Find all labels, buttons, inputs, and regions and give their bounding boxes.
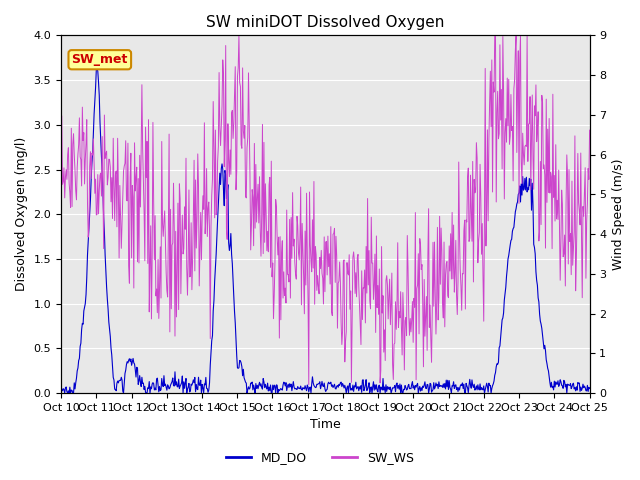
Y-axis label: Wind Speed (m/s): Wind Speed (m/s) xyxy=(612,158,625,270)
X-axis label: Time: Time xyxy=(310,419,340,432)
Legend: MD_DO, SW_WS: MD_DO, SW_WS xyxy=(221,446,419,469)
Text: SW_met: SW_met xyxy=(72,53,128,66)
Title: SW miniDOT Dissolved Oxygen: SW miniDOT Dissolved Oxygen xyxy=(206,15,445,30)
Y-axis label: Dissolved Oxygen (mg/l): Dissolved Oxygen (mg/l) xyxy=(15,137,28,291)
